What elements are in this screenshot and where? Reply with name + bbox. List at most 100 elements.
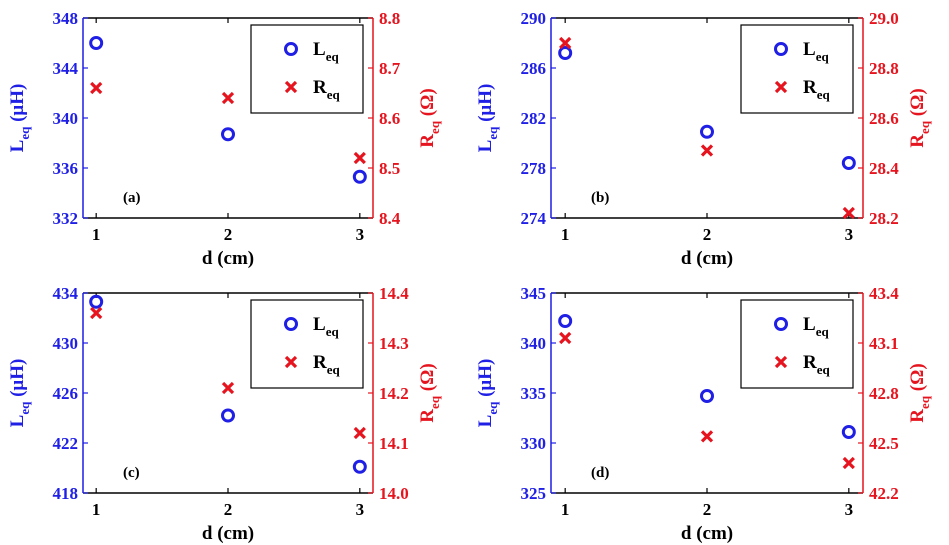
x-tick-label: 3 (845, 225, 854, 244)
legend-entry-main: L (313, 314, 326, 335)
left-tick-label: 344 (53, 59, 79, 78)
legend-entry-sub: eq (817, 87, 831, 102)
x-tick-label: 3 (845, 500, 854, 519)
x-tick-label: 3 (356, 225, 365, 244)
left-tick-label: 348 (53, 9, 79, 28)
left-tick-label: 336 (53, 159, 79, 178)
x-tick-label: 1 (561, 225, 570, 244)
left-tick-label: 434 (53, 284, 79, 303)
leq-point (700, 389, 714, 403)
legend-entry: Leq (313, 314, 339, 339)
legend-entry: Leq (313, 39, 339, 64)
left-axis-label: Leq (μH) (7, 359, 32, 428)
right-axis-label-sub: eq (917, 120, 932, 134)
legend-entry-sub: eq (327, 87, 341, 102)
req-point (90, 81, 103, 95)
series-req (559, 36, 855, 220)
x-axis-label: d (cm) (681, 523, 733, 544)
right-axis-label-sub: eq (427, 120, 442, 134)
legend-entry-main: R (803, 352, 817, 373)
left-tick-label: 430 (53, 334, 79, 353)
leq-point (89, 294, 104, 309)
right-tick-label: 14.0 (379, 484, 409, 503)
panel-3: 418 422 426 430 434 14.0 14.1 14.2 14.3 14.4 1 2 3 d … (7, 284, 442, 544)
leq-point (700, 124, 714, 139)
left-axis-label-main: L (475, 415, 496, 428)
right-tick-label: 8.8 (379, 9, 400, 28)
right-tick-label: 8.5 (379, 159, 400, 178)
left-axis-label: Leq (μH) (475, 359, 500, 428)
x-axis-label: d (cm) (681, 248, 733, 269)
right-axis-label-main: R (417, 409, 438, 423)
right-axis-label-unit: (Ω) (417, 88, 438, 121)
legend-x-marker (284, 355, 298, 369)
legend-entry-sub: eq (816, 49, 830, 64)
left-axis-label-unit: (μH) (7, 84, 28, 127)
legend-circle-marker (774, 317, 788, 331)
right-axis-label: Req (Ω) (417, 88, 442, 147)
left-axis-label-main: L (7, 140, 28, 153)
right-axis-label-main: R (907, 134, 928, 148)
panel-label: (d) (591, 465, 609, 481)
legend-entry: Req (313, 77, 341, 102)
right-axis-label-unit: (Ω) (907, 363, 928, 396)
legend-x-marker (774, 80, 788, 94)
left-axis-label-main: L (475, 140, 496, 153)
left-axis-label-sub: eq (17, 126, 32, 140)
left-axis-label: Leq (μH) (7, 84, 32, 153)
legend-box (250, 299, 364, 389)
right-tick-label: 14.4 (379, 284, 409, 303)
right-axis-label-main: R (907, 409, 928, 423)
leq-point (558, 46, 573, 60)
legend: Leq Req (740, 299, 854, 389)
x-tick-label: 3 (356, 500, 365, 519)
legend-x-marker (774, 355, 788, 369)
leq-point (841, 156, 856, 170)
left-tick-label: 290 (521, 9, 547, 28)
left-axis-label-sub: eq (485, 126, 500, 140)
x-tick-label: 1 (92, 225, 101, 244)
x-axis-label: d (cm) (202, 523, 254, 544)
req-point (353, 426, 366, 440)
legend-entry-main: L (803, 314, 816, 335)
left-tick-label: 426 (53, 384, 79, 403)
left-axis-label-sub: eq (485, 401, 500, 415)
req-point (559, 331, 572, 345)
left-tick-label: 335 (521, 384, 547, 403)
right-tick-label: 28.4 (869, 159, 899, 178)
right-axis-label-unit: (Ω) (417, 363, 438, 396)
legend-entry: Req (803, 352, 831, 377)
legend-box (250, 24, 364, 114)
x-tick-label: 2 (224, 225, 233, 244)
left-tick-label: 282 (521, 109, 547, 128)
leq-point (352, 169, 367, 184)
legend-entry: Leq (803, 39, 829, 64)
req-point (221, 381, 235, 395)
right-tick-label: 8.4 (379, 209, 401, 228)
panel-label: (a) (123, 190, 141, 206)
x-tick-label: 2 (703, 500, 712, 519)
x-tick-label: 2 (224, 500, 233, 519)
panel-2: 274 278 282 286 290 28.2 28.4 28.6 28.8 29.0 1 2 3 d … (475, 9, 932, 269)
right-axis-label: Req (Ω) (907, 363, 932, 422)
right-axis-label-main: R (417, 134, 438, 148)
x-tick-label: 1 (92, 500, 101, 519)
legend-entry-sub: eq (816, 324, 830, 339)
panel-4: 325 330 335 340 345 42.2 42.5 42.8 43.1 43.4 1 2 3 d … (475, 284, 932, 544)
legend-circle-marker (284, 42, 298, 56)
legend-entry-main: L (803, 39, 816, 60)
right-tick-label: 14.2 (379, 384, 409, 403)
legend-entry: Req (313, 352, 341, 377)
right-tick-label: 8.6 (379, 109, 400, 128)
left-axis-label-unit: (μH) (7, 359, 28, 402)
left-tick-label: 332 (53, 209, 79, 228)
series-leq (558, 46, 856, 170)
right-tick-label: 29.0 (869, 9, 899, 28)
x-axis-label: d (cm) (202, 248, 254, 269)
right-axis-label-sub: eq (917, 395, 932, 409)
legend-entry-main: R (313, 77, 327, 98)
series-req (559, 331, 855, 470)
x-tick-label: 1 (561, 500, 570, 519)
